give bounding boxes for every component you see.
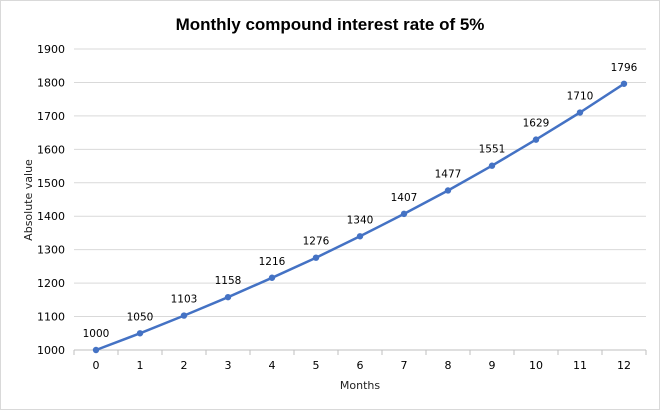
data-label: 1796	[611, 62, 638, 74]
data-label: 1216	[259, 256, 286, 268]
data-point	[180, 312, 188, 319]
data-label: 1551	[479, 144, 506, 156]
y-tick-label: 1300	[37, 244, 65, 257]
data-point	[92, 346, 100, 354]
data-label: 1276	[303, 236, 330, 248]
data-point	[268, 274, 276, 281]
data-labels: 1000 1050 1103 1158 1216 1276 1340 1407 1477 1551…	[83, 62, 638, 340]
data-point	[620, 80, 628, 87]
x-tick-label: 2	[181, 359, 188, 372]
y-tick-label: 1600	[37, 143, 65, 156]
data-point	[532, 136, 540, 143]
y-tick-label: 1500	[37, 177, 65, 190]
axes	[73, 349, 647, 355]
x-tick-label: 1	[137, 359, 144, 372]
x-tick-label: 10	[529, 359, 543, 372]
y-tick-label: 1400	[37, 210, 65, 223]
x-tick-label: 9	[489, 359, 496, 372]
y-tick-label: 1700	[37, 110, 65, 123]
x-axis-label: Months	[340, 379, 380, 392]
y-tick-label: 1000	[37, 344, 65, 357]
chart-title: Monthly compound interest rate of 5%	[176, 15, 485, 34]
x-tick-label: 11	[573, 359, 587, 372]
data-label: 1710	[567, 91, 594, 103]
data-point	[400, 210, 408, 218]
y-tick-label: 1900	[37, 43, 65, 56]
data-label: 1407	[391, 192, 418, 204]
x-tick-label: 5	[313, 359, 320, 372]
x-tick-label: 3	[225, 359, 232, 372]
data-point	[444, 187, 452, 194]
x-tick-label: 12	[617, 359, 631, 372]
x-tick-label: 6	[357, 359, 364, 372]
data-point	[224, 293, 232, 301]
data-label: 1000	[83, 328, 110, 340]
data-label: 1158	[215, 275, 242, 287]
data-label: 1340	[347, 214, 374, 226]
y-tick-label: 1100	[37, 311, 65, 324]
gridlines	[74, 48, 646, 318]
data-label: 1050	[127, 311, 154, 323]
x-tick-label: 8	[445, 359, 452, 372]
y-tick-label: 1800	[37, 76, 65, 89]
x-tick-label: 4	[269, 359, 276, 372]
data-points	[92, 80, 628, 354]
data-label: 1103	[171, 294, 198, 306]
x-axis-tick-labels: 0 1 2 3 4 5 6 7 8 9 10 11 12	[93, 359, 632, 372]
data-point	[356, 233, 364, 240]
y-tick-label: 1200	[37, 277, 65, 290]
data-point	[312, 254, 320, 261]
x-tick-label: 0	[93, 359, 100, 372]
data-label: 1477	[435, 168, 462, 180]
data-point	[488, 162, 496, 169]
data-label: 1629	[523, 118, 550, 130]
data-point	[136, 330, 144, 337]
y-axis-label: Absolute value	[22, 159, 35, 241]
y-axis-tick-labels: 1000 1100 1200 1300 1400 1500 1600 1700 1800 1900	[37, 43, 65, 357]
data-point	[576, 109, 584, 116]
x-tick-label: 7	[401, 359, 408, 372]
